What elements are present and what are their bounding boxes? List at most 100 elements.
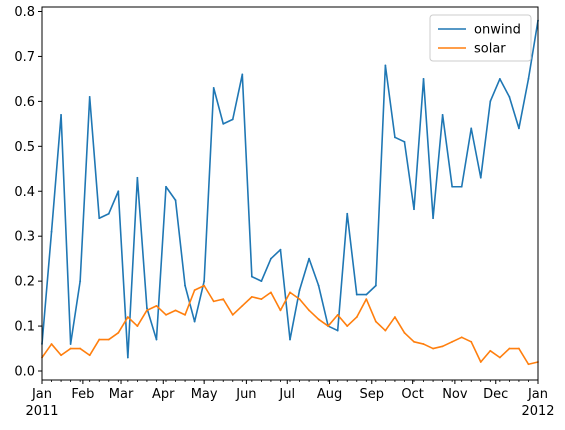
y-tick-label: 0.7	[14, 50, 35, 65]
x-tick-label: Sep	[360, 387, 385, 402]
data-point-solar	[222, 298, 225, 301]
legend-box	[429, 14, 532, 62]
data-point-onwind	[69, 343, 72, 345]
data-point-solar	[422, 343, 425, 345]
y-tick-label: 0.4	[14, 185, 35, 200]
y-tick-label: 0.2	[14, 275, 35, 290]
data-point-onwind	[527, 78, 530, 80]
series-line-onwind	[41, 20, 539, 359]
y-tick-label: 0.6	[14, 95, 35, 110]
data-point-onwind	[479, 176, 482, 179]
data-point-solar	[460, 336, 463, 339]
data-point-onwind	[241, 73, 244, 76]
data-point-onwind	[470, 127, 473, 130]
y-tick-label: 0.3	[14, 230, 35, 245]
data-point-solar	[126, 316, 129, 318]
data-point-onwind	[270, 257, 272, 260]
data-point-solar	[279, 309, 282, 312]
data-point-onwind	[222, 122, 225, 125]
data-point-solar	[270, 291, 272, 294]
data-point-solar	[298, 298, 301, 301]
data-point-solar	[88, 354, 91, 357]
data-point-onwind	[413, 208, 415, 211]
data-point-solar	[98, 338, 101, 341]
data-point-onwind	[50, 230, 53, 233]
y-tick-label: 0.1	[14, 320, 35, 335]
data-point-solar	[432, 347, 434, 350]
data-point-onwind	[212, 86, 215, 89]
data-point-onwind	[422, 78, 425, 80]
data-point-onwind	[317, 284, 320, 287]
x-tick-label: Mar	[109, 387, 134, 402]
data-point-solar	[165, 313, 167, 316]
data-point-onwind	[365, 293, 368, 296]
x-tick-label: Apr	[152, 387, 175, 402]
data-point-onwind	[518, 127, 520, 130]
data-point-solar	[489, 349, 492, 352]
data-point-solar	[107, 338, 110, 341]
data-point-onwind	[174, 199, 177, 202]
data-point-solar	[355, 316, 358, 318]
data-point-onwind	[394, 136, 396, 139]
x-tick-label: Dec	[483, 387, 508, 402]
data-point-onwind	[508, 95, 511, 98]
data-point-solar	[241, 304, 244, 307]
x-tick-label: May	[191, 387, 218, 402]
data-point-solar	[518, 347, 520, 350]
data-point-solar	[250, 295, 253, 298]
data-point-solar	[193, 289, 196, 292]
x-axis: Jan 2011 Feb Mar Apr May Jun Jul Aug Sep Oct Nov Dec…	[25, 380, 555, 419]
data-point-solar	[317, 318, 320, 321]
data-point-solar	[146, 309, 148, 312]
data-point-onwind	[193, 320, 196, 323]
data-point-solar	[50, 343, 53, 345]
data-point-solar	[203, 284, 206, 287]
data-point-solar	[60, 354, 62, 357]
y-tick-label: 0.5	[14, 140, 35, 155]
data-point-solar	[117, 331, 120, 334]
data-point-onwind	[98, 217, 101, 220]
data-point-solar	[394, 316, 396, 318]
data-point-onwind	[403, 140, 406, 143]
data-point-onwind	[60, 113, 62, 116]
data-point-solar	[231, 313, 234, 316]
y-tick-label: 0.8	[14, 5, 35, 20]
x-tick-year-label: 2011	[25, 404, 58, 419]
data-point-solar	[212, 300, 215, 303]
x-tick-label: Feb	[71, 387, 94, 402]
x-tick-label: Jul	[278, 387, 295, 402]
y-tick-label: 0.0	[14, 365, 35, 380]
data-point-solar	[479, 361, 482, 363]
series-line-solar	[41, 284, 539, 366]
data-point-solar	[384, 329, 387, 332]
x-tick-label: Jan	[527, 387, 548, 402]
data-point-solar	[527, 363, 530, 366]
data-point-onwind	[146, 307, 148, 309]
data-point-solar	[260, 298, 263, 301]
data-point-solar	[374, 320, 377, 323]
x-tick-label: Jan	[31, 387, 52, 402]
data-point-solar	[413, 340, 415, 343]
data-point-solar	[470, 340, 473, 343]
data-point-solar	[336, 313, 339, 316]
data-point-solar	[184, 313, 186, 316]
axes-frame	[41, 6, 539, 381]
data-point-solar	[155, 304, 158, 307]
data-point-onwind	[336, 329, 339, 332]
data-point-onwind	[384, 64, 387, 67]
data-point-onwind	[107, 212, 110, 215]
data-point-solar	[289, 291, 291, 294]
data-point-onwind	[308, 257, 310, 260]
data-point-onwind	[79, 280, 82, 283]
data-point-solar	[403, 331, 406, 334]
data-point-onwind	[260, 280, 263, 283]
data-point-onwind	[279, 248, 282, 251]
data-point-solar	[327, 325, 330, 327]
data-point-onwind	[184, 284, 186, 287]
data-point-solar	[508, 347, 511, 350]
x-tick-label: Nov	[442, 387, 468, 402]
data-point-solar	[346, 325, 349, 327]
data-point-onwind	[136, 176, 139, 179]
data-point-onwind	[155, 338, 158, 341]
